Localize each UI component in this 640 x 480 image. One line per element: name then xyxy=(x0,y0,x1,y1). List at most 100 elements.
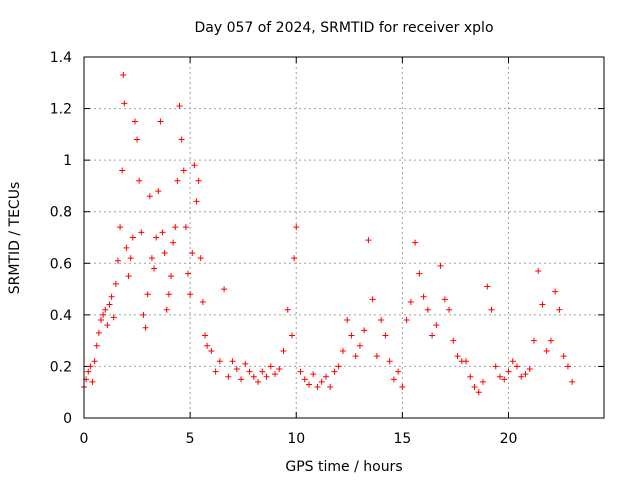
data-point xyxy=(569,378,576,385)
data-point xyxy=(378,317,385,324)
data-point xyxy=(187,291,194,298)
data-point xyxy=(441,296,448,303)
data-point xyxy=(157,118,164,125)
data-point xyxy=(518,373,525,380)
data-point xyxy=(543,347,550,354)
data-point xyxy=(117,224,124,231)
data-point xyxy=(424,306,431,313)
x-axis-title: GPS time / hours xyxy=(285,459,402,475)
y-tick-label: 1.2 xyxy=(50,102,72,118)
data-point xyxy=(395,368,402,375)
data-point xyxy=(161,249,168,256)
x-tick-label: 20 xyxy=(500,431,518,447)
data-point xyxy=(399,384,406,391)
data-point xyxy=(420,293,427,300)
data-point xyxy=(140,311,147,318)
data-point xyxy=(505,368,512,375)
data-point xyxy=(263,373,270,380)
data-point xyxy=(216,358,223,365)
data-point xyxy=(142,324,149,331)
data-point xyxy=(151,265,158,272)
data-point xyxy=(560,353,567,360)
data-point xyxy=(153,234,160,241)
data-point xyxy=(327,384,334,391)
data-point xyxy=(201,332,208,339)
data-point xyxy=(272,371,279,378)
data-point xyxy=(212,368,219,375)
data-point xyxy=(155,188,162,195)
data-point xyxy=(522,371,529,378)
data-point xyxy=(480,378,487,385)
data-point xyxy=(488,306,495,313)
data-point xyxy=(318,378,325,385)
data-point xyxy=(131,118,138,125)
data-point xyxy=(114,257,121,264)
data-point xyxy=(119,167,126,174)
data-point xyxy=(291,255,298,262)
data-point xyxy=(85,368,92,375)
data-point xyxy=(176,102,183,109)
data-point xyxy=(335,363,342,370)
y-tick-label: 0.8 xyxy=(50,205,72,221)
x-tick-label: 10 xyxy=(287,431,305,447)
data-point xyxy=(509,358,516,365)
data-point xyxy=(146,193,153,200)
axis-ticks: 0 0.2 0.4 0.6 0.8 1 1.2 1.4 0 5 10 15 20 xyxy=(50,50,604,447)
data-points xyxy=(81,72,576,396)
data-point xyxy=(382,332,389,339)
chart-title: Day 057 of 2024, SRMTID for receiver xpl… xyxy=(194,20,493,36)
data-point xyxy=(259,368,266,375)
data-point xyxy=(289,332,295,339)
data-point xyxy=(108,293,115,300)
data-point xyxy=(429,332,436,339)
data-point xyxy=(204,342,211,349)
data-point xyxy=(89,378,96,385)
data-point xyxy=(501,376,508,383)
data-point xyxy=(225,373,232,380)
data-point xyxy=(365,237,372,244)
data-point xyxy=(178,136,185,143)
data-point xyxy=(513,363,520,370)
data-point xyxy=(305,381,312,388)
data-point xyxy=(255,378,262,385)
data-point xyxy=(170,239,177,246)
data-point xyxy=(552,288,559,295)
y-tick-label: 0 xyxy=(63,411,72,427)
data-point xyxy=(437,262,444,269)
data-point xyxy=(123,244,130,251)
data-point xyxy=(322,373,329,380)
data-point xyxy=(314,384,321,391)
data-point xyxy=(159,229,166,236)
data-point xyxy=(233,366,240,373)
x-tick-label: 5 xyxy=(186,431,195,447)
data-point xyxy=(297,368,304,375)
data-point xyxy=(356,342,363,349)
data-point xyxy=(104,322,111,329)
data-point xyxy=(199,298,206,305)
data-point xyxy=(403,317,410,324)
data-point xyxy=(242,360,249,367)
data-point xyxy=(547,337,554,344)
data-point xyxy=(193,198,200,205)
data-point xyxy=(467,373,474,380)
data-point xyxy=(144,291,151,298)
data-point xyxy=(112,280,119,287)
data-point xyxy=(95,329,102,336)
data-point xyxy=(564,363,571,370)
data-point xyxy=(450,337,457,344)
data-point xyxy=(100,311,107,318)
data-point xyxy=(416,270,423,277)
data-point xyxy=(125,273,132,280)
data-point xyxy=(497,373,503,380)
data-point xyxy=(352,353,359,360)
y-tick-label: 1.4 xyxy=(50,50,72,66)
data-point xyxy=(189,249,196,256)
data-point xyxy=(339,347,346,354)
data-point xyxy=(267,363,274,370)
y-tick-label: 0.4 xyxy=(50,308,72,324)
data-point xyxy=(197,255,204,262)
data-point xyxy=(174,177,181,184)
data-point xyxy=(138,229,145,236)
data-point xyxy=(165,291,172,298)
data-point xyxy=(172,224,179,231)
